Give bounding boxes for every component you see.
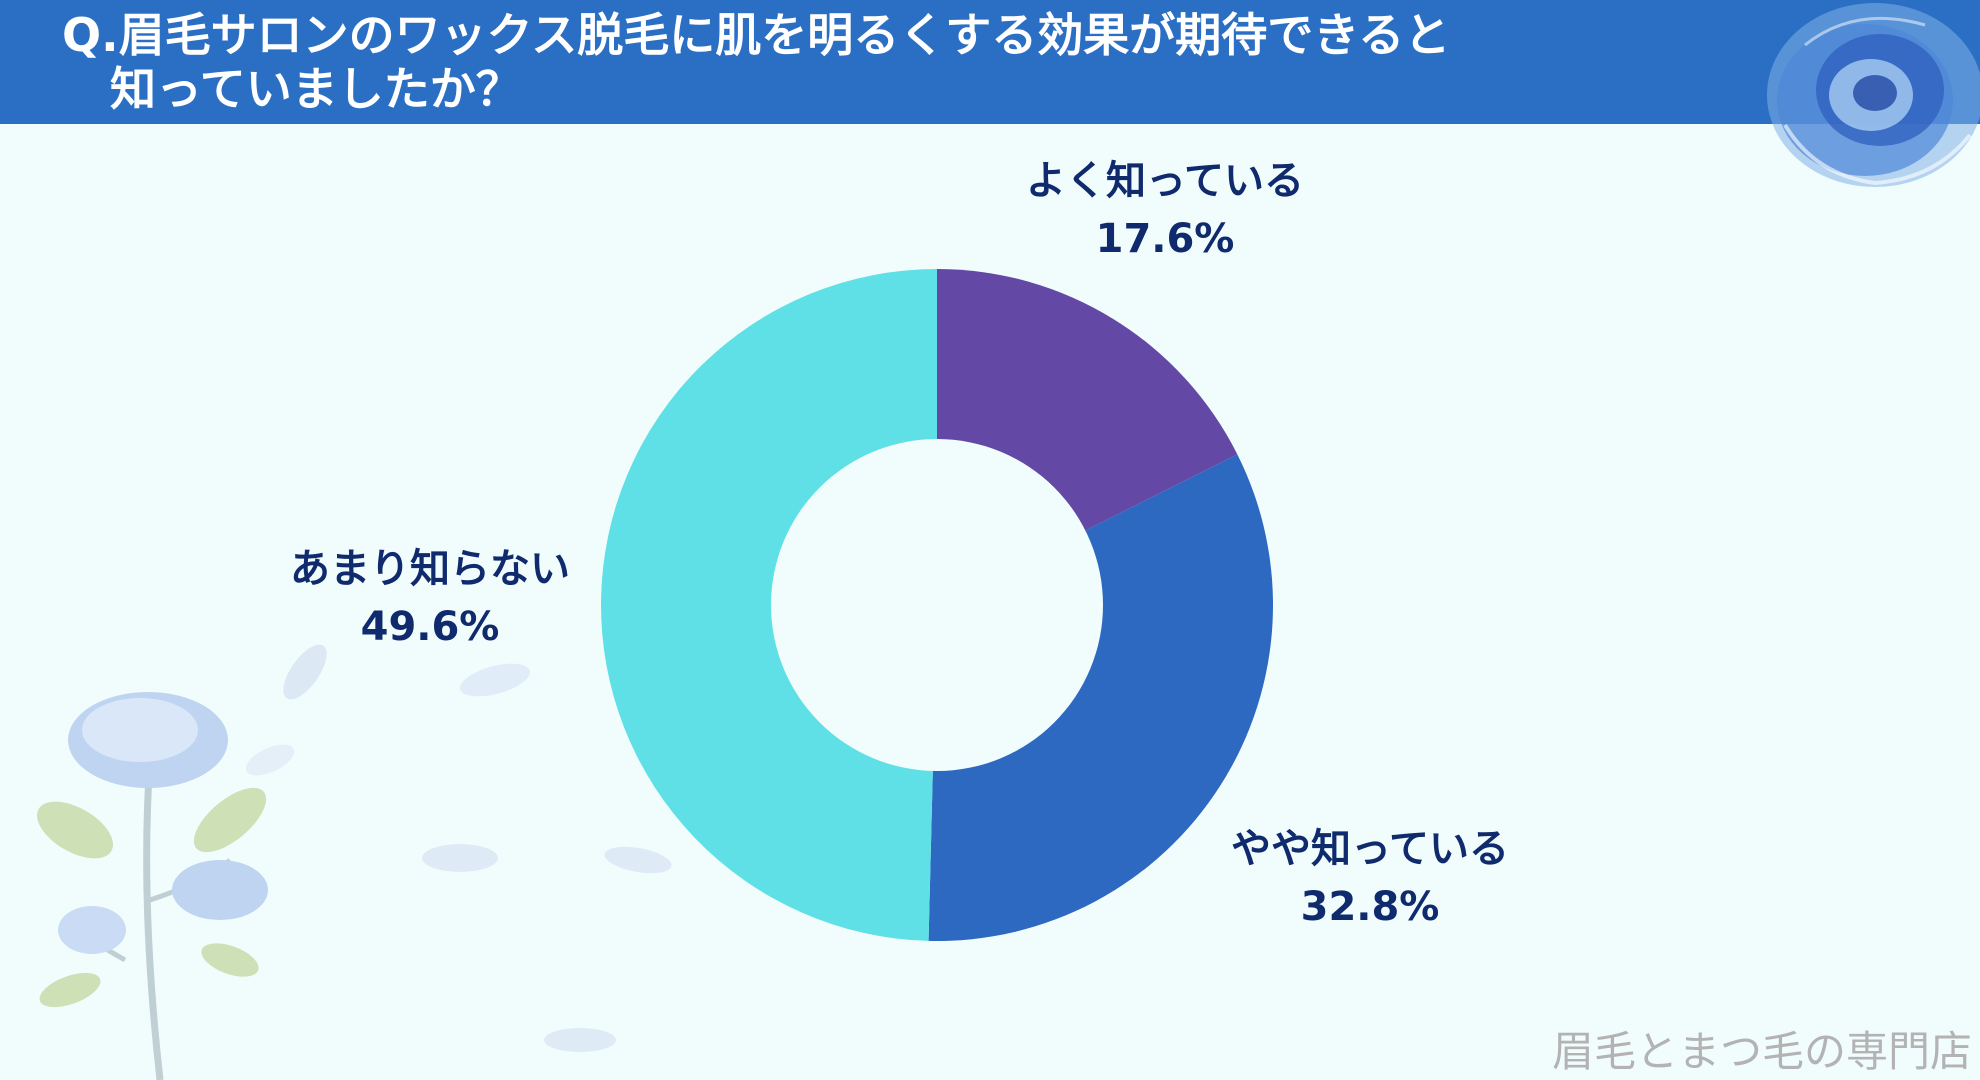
- label-yoku-name: よく知っている: [1026, 158, 1304, 204]
- header-bar: Q.眉毛サロンのワックス脱毛に肌を明るくする効果が期待できると 知っていましたか…: [0, 0, 1980, 124]
- label-amari: あまり知らない 49.6%: [265, 540, 595, 656]
- label-yoku-value: 17.6%: [1095, 216, 1235, 262]
- label-yaya: やや知っている 32.8%: [1200, 820, 1540, 936]
- label-amari-name: あまり知らない: [290, 546, 570, 592]
- label-yaya-value: 32.8%: [1300, 884, 1440, 930]
- brand-footer-text: 眉毛とまつ毛の専門店: [1551, 1027, 1972, 1076]
- label-amari-value: 49.6%: [360, 604, 500, 650]
- question-line-2: 知っていましたか？: [110, 62, 522, 116]
- question-title: Q.眉毛サロンのワックス脱毛に肌を明るくする効果が期待できると 知っていましたか…: [62, 8, 1542, 116]
- donut-hole: [771, 439, 1103, 771]
- label-yaya-name: やや知っている: [1231, 826, 1509, 872]
- donut-slice-2: [601, 269, 937, 941]
- question-line-1: Q.眉毛サロンのワックス脱毛に肌を明るくする効果が期待できると: [62, 8, 1451, 62]
- label-yoku: よく知っている 17.6%: [1000, 152, 1330, 268]
